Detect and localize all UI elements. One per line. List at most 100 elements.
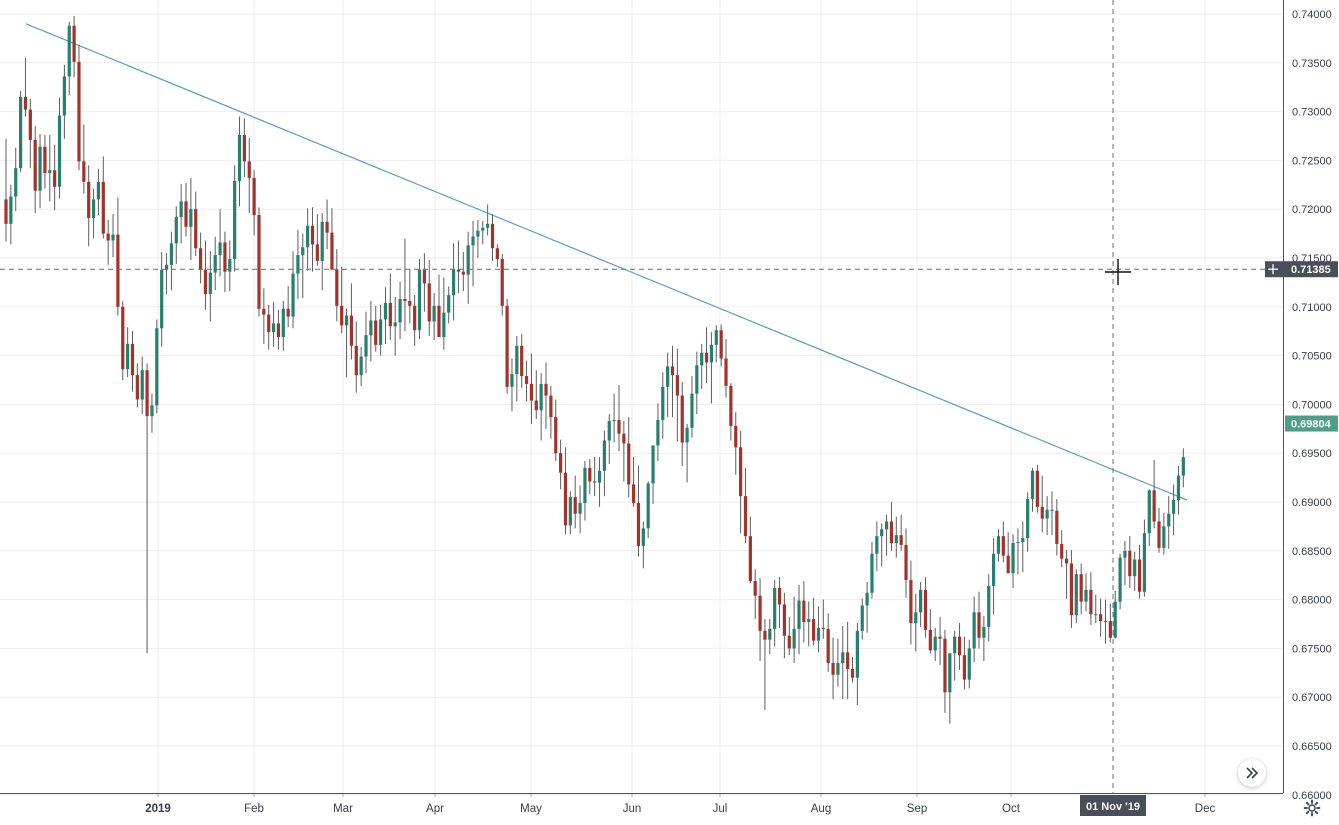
- candle: [135, 363, 139, 408]
- candle: [953, 630, 957, 681]
- chart-settings-button[interactable]: [1302, 798, 1322, 818]
- candle-body: [787, 635, 791, 649]
- candle: [850, 657, 855, 683]
- candle-body: [651, 445, 655, 484]
- candle: [1050, 491, 1054, 536]
- candle: [515, 336, 519, 402]
- candle-body: [880, 529, 884, 537]
- candle: [865, 582, 869, 633]
- candle-body: [923, 589, 928, 630]
- double-chevron-right-icon: [1246, 767, 1259, 779]
- candle-body: [563, 472, 568, 526]
- candle-body: [524, 376, 529, 384]
- candle-body: [194, 209, 198, 249]
- candle: [1157, 507, 1161, 553]
- candle-body: [1074, 574, 1078, 616]
- candle: [1016, 528, 1020, 575]
- candle: [130, 331, 135, 392]
- candle: [1064, 549, 1069, 599]
- candle: [91, 188, 96, 239]
- candle-body: [379, 319, 383, 345]
- candle-body: [335, 269, 339, 306]
- candle: [612, 393, 616, 443]
- candle: [836, 638, 840, 687]
- candle: [476, 219, 480, 258]
- candle: [651, 445, 655, 504]
- candle-body: [724, 358, 728, 386]
- candle: [33, 126, 37, 214]
- candle: [928, 609, 932, 654]
- candle: [116, 197, 120, 316]
- candle: [636, 465, 641, 557]
- candle-body: [374, 320, 378, 345]
- candle: [310, 207, 315, 272]
- scroll-to-latest-button[interactable]: [1238, 759, 1266, 787]
- candle: [461, 252, 465, 292]
- y-tick-label: 0.74000: [1292, 9, 1332, 21]
- candle-body: [500, 258, 504, 306]
- candle-body: [593, 481, 597, 483]
- candle-body: [218, 242, 222, 256]
- candle: [126, 327, 130, 378]
- candle-body: [432, 305, 436, 322]
- candle: [602, 430, 606, 497]
- candle: [841, 625, 845, 700]
- candle: [9, 184, 13, 245]
- candle: [1133, 551, 1137, 591]
- candle: [1006, 532, 1010, 574]
- candle-body: [792, 628, 796, 649]
- candle-body: [408, 300, 412, 306]
- candle-body: [549, 395, 553, 418]
- candle: [982, 616, 986, 662]
- candle: [777, 577, 782, 628]
- x-tick-label: 2019: [145, 803, 171, 815]
- candle-body: [466, 245, 470, 275]
- candle-body: [729, 385, 733, 426]
- candle-body: [802, 600, 806, 623]
- candle: [374, 305, 378, 352]
- candle-body: [490, 223, 495, 249]
- candle: [267, 304, 271, 350]
- trendline[interactable]: [25, 23, 1188, 501]
- candle: [403, 238, 407, 332]
- candle: [972, 596, 976, 663]
- candle-body: [768, 628, 772, 640]
- candle: [700, 343, 704, 389]
- candle-body: [826, 628, 830, 664]
- candle-body: [875, 536, 879, 554]
- candle-body: [719, 330, 723, 359]
- candle-body: [447, 295, 451, 313]
- candle-body: [991, 553, 996, 586]
- candle: [1011, 534, 1015, 588]
- candle: [1069, 549, 1074, 628]
- candle: [486, 204, 490, 236]
- crosshair-date-text: 01 Nov '19: [1086, 801, 1140, 813]
- candle: [666, 352, 670, 418]
- candle: [899, 514, 903, 551]
- candle: [96, 169, 101, 216]
- y-tick-label: 0.72000: [1292, 204, 1332, 216]
- gear-icon: [1303, 799, 1321, 817]
- candle: [1176, 465, 1181, 515]
- candle-body: [228, 258, 232, 272]
- candle: [1045, 496, 1049, 536]
- candle-body: [340, 305, 344, 326]
- candle: [111, 214, 115, 258]
- candle-body: [617, 420, 621, 434]
- candle: [87, 165, 91, 247]
- candle: [811, 597, 816, 646]
- candle-body: [301, 247, 305, 256]
- candle: [422, 253, 426, 312]
- candle: [359, 346, 363, 386]
- candle-body: [1016, 542, 1020, 544]
- candle-body: [116, 234, 120, 307]
- candle-body: [597, 470, 602, 483]
- candle-body: [77, 61, 81, 162]
- candle-body: [865, 592, 869, 606]
- candle: [1094, 594, 1098, 624]
- candle-body: [9, 196, 13, 224]
- candle-body: [135, 375, 139, 400]
